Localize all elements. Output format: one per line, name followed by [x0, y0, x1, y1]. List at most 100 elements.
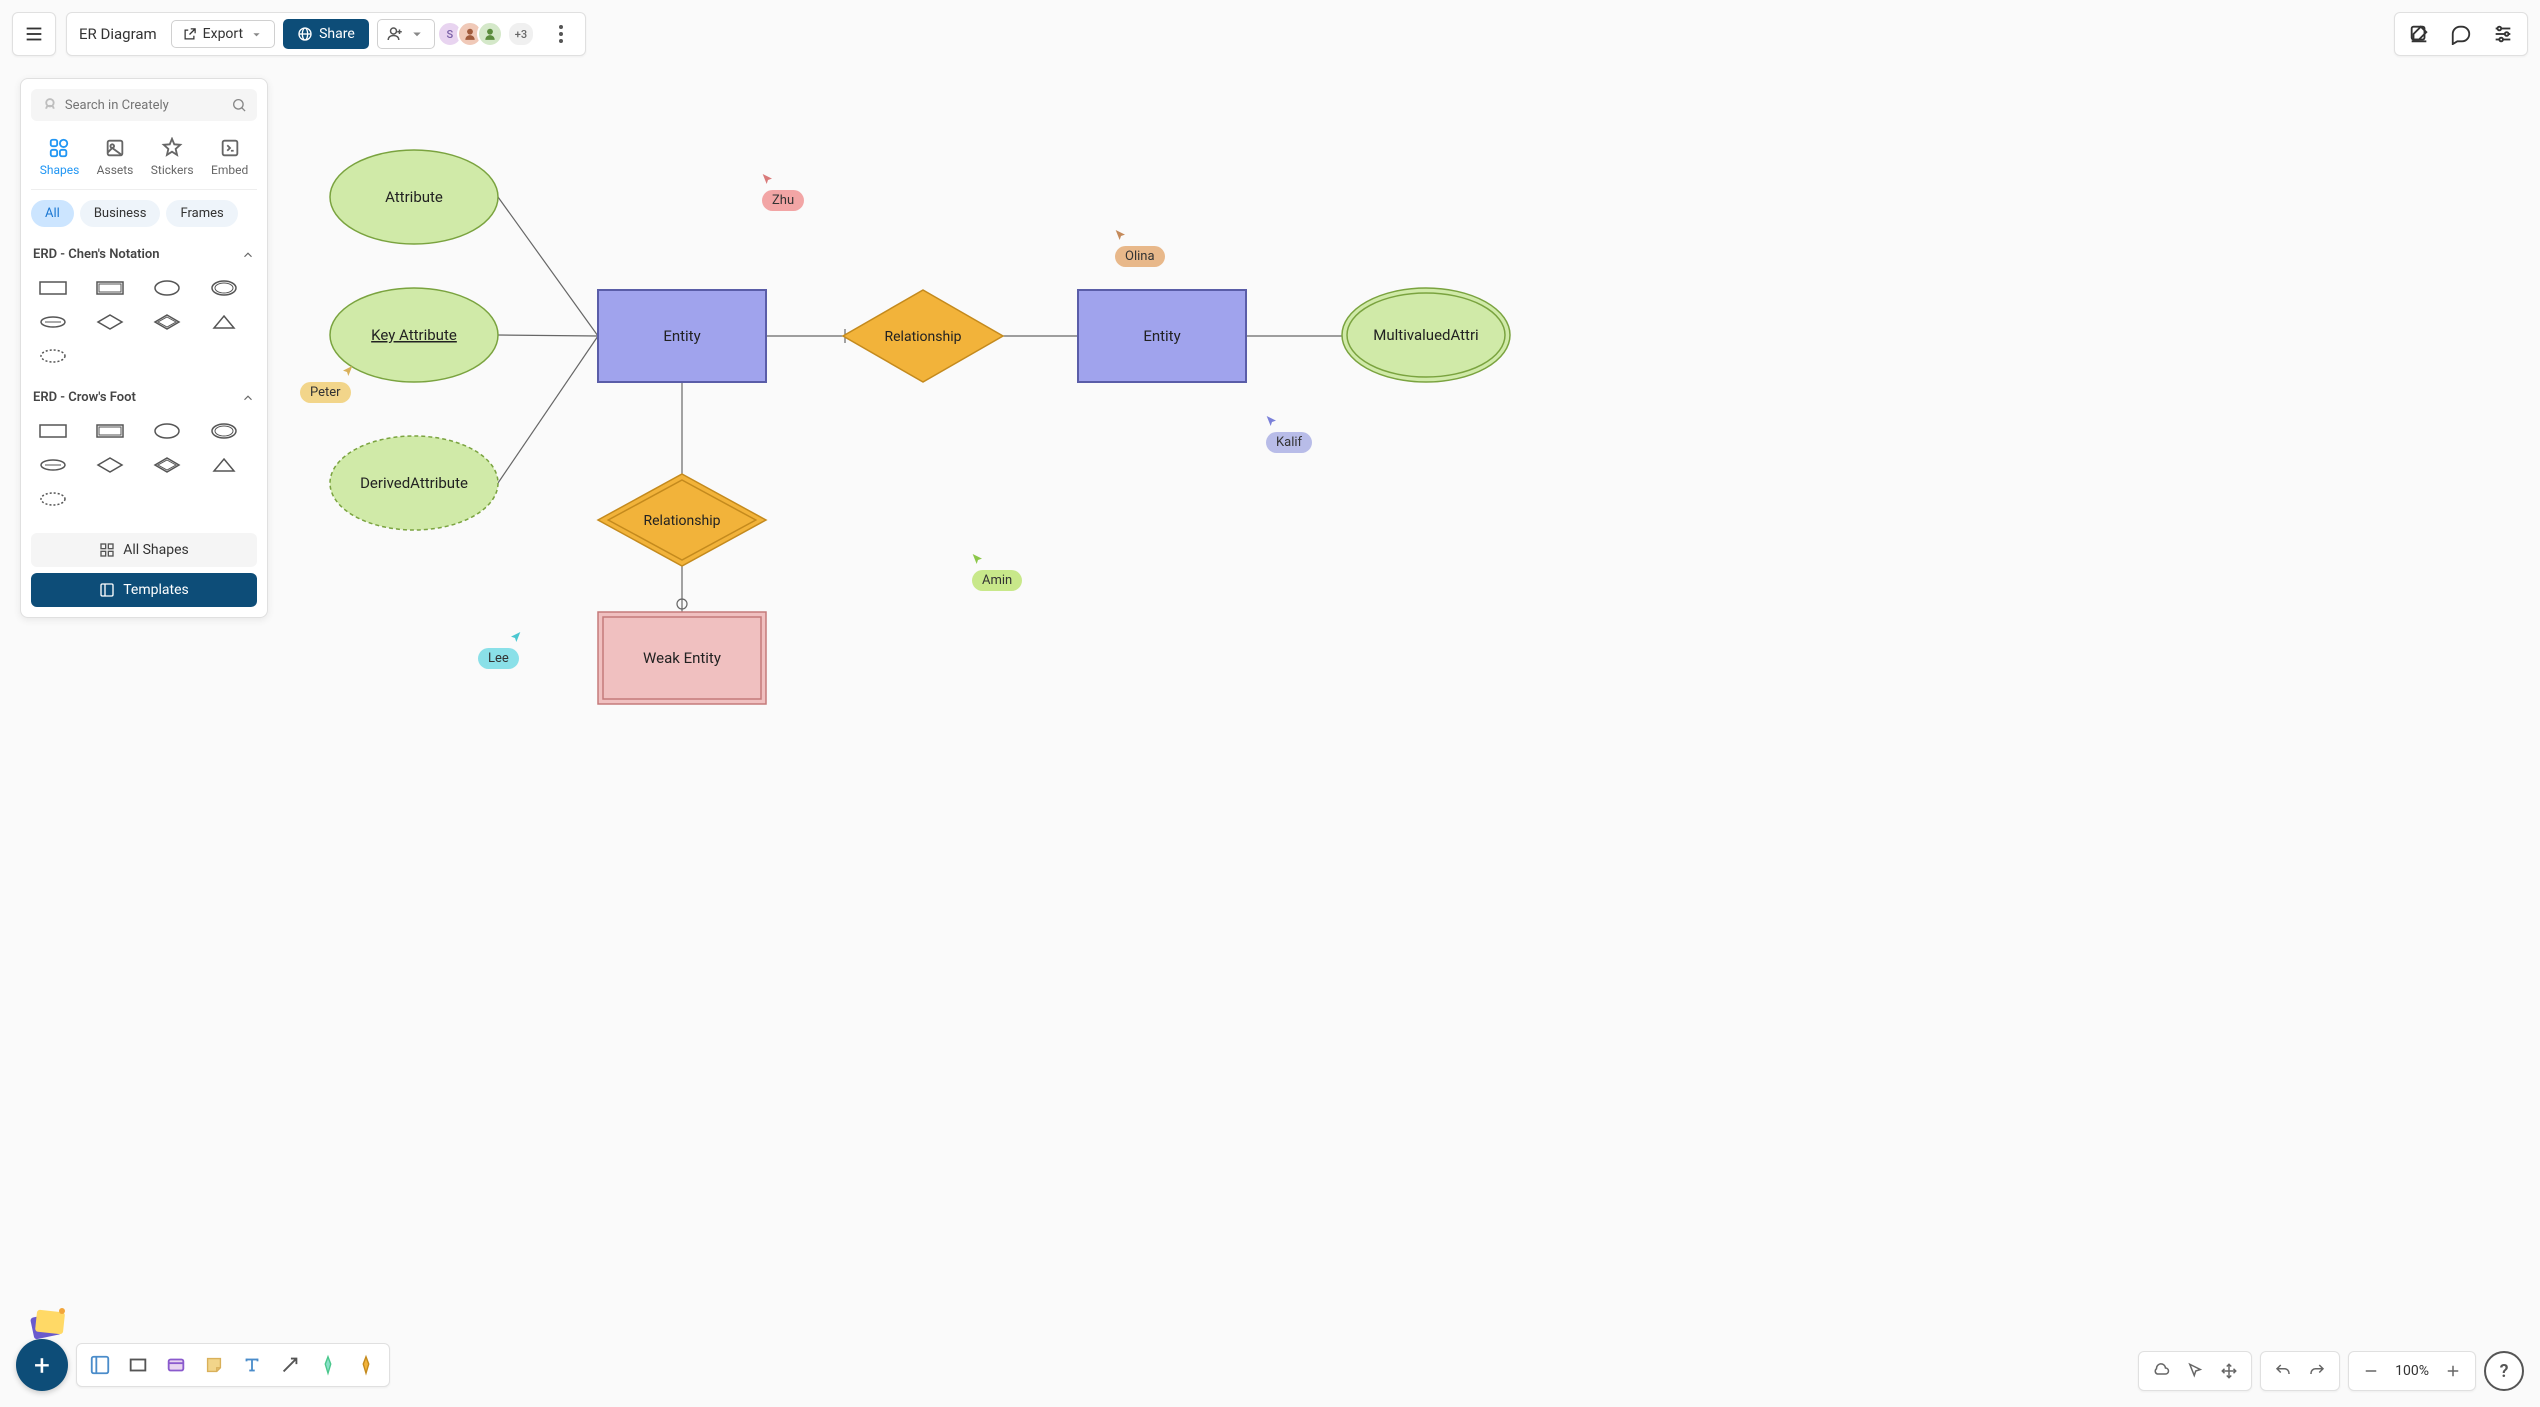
document-title[interactable]: ER Diagram [79, 25, 163, 43]
shape-item[interactable] [92, 310, 128, 334]
add-button[interactable]: + [16, 1339, 68, 1391]
sidebar-tab-shapes[interactable]: Shapes [36, 133, 84, 181]
pencil-square-icon [2408, 23, 2430, 45]
collaborator-avatars[interactable]: S+3 [443, 21, 535, 47]
shape-item[interactable] [35, 276, 71, 300]
document-bar: ER Diagram Export Share S+3 [66, 12, 586, 56]
cursor-label: Kalif [1266, 432, 1312, 453]
invite-button[interactable] [377, 19, 435, 49]
search-input[interactable] [65, 98, 231, 113]
cloud-icon [2152, 1362, 2170, 1380]
shape-item[interactable] [35, 453, 71, 477]
section-header[interactable]: ERD - Crow's Foot [31, 384, 257, 411]
svg-text:Relationship: Relationship [644, 513, 721, 529]
shape-item[interactable] [149, 419, 185, 443]
sticky-note-tool-button[interactable] [197, 1348, 231, 1382]
redo-button[interactable] [2303, 1357, 2331, 1385]
shape-item[interactable] [92, 453, 128, 477]
section-header[interactable]: ERD - Chen's Notation [31, 241, 257, 268]
sidebar-tab-stickers[interactable]: Stickers [147, 133, 198, 181]
shape-item[interactable] [206, 453, 242, 477]
frame-tool-button[interactable] [83, 1348, 117, 1382]
pen-tool-button[interactable] [311, 1348, 345, 1382]
chevron-up-icon [241, 391, 255, 405]
shape-item[interactable] [35, 487, 71, 511]
card-tool-button[interactable] [159, 1348, 193, 1382]
zoom-out-button[interactable] [2357, 1357, 2385, 1385]
pan-mode-button[interactable] [2215, 1357, 2243, 1385]
comments-button[interactable] [2445, 18, 2477, 50]
template-icon [99, 582, 115, 598]
shape-item[interactable] [149, 276, 185, 300]
shape-item[interactable] [35, 310, 71, 334]
avatar-more[interactable]: +3 [507, 21, 535, 47]
frame-icon [89, 1354, 111, 1376]
shape-item[interactable] [92, 276, 128, 300]
all-shapes-button[interactable]: All Shapes [31, 533, 257, 567]
export-button[interactable]: Export [171, 20, 275, 48]
share-button[interactable]: Share [283, 19, 369, 49]
globe-icon [297, 26, 313, 42]
collaborator-cursor: Kalif [1266, 414, 1312, 453]
redo-icon [2308, 1362, 2326, 1380]
logo-icon [41, 95, 59, 115]
more-options-button[interactable] [549, 22, 573, 46]
cursor-arrow-icon [1264, 414, 1280, 430]
avatar[interactable] [477, 21, 503, 47]
rectangle-tool-button[interactable] [121, 1348, 155, 1382]
templates-button[interactable]: Templates [31, 573, 257, 607]
zoom-level[interactable]: 100% [2391, 1363, 2433, 1379]
rectangle-icon [127, 1354, 149, 1376]
hamburger-menu-button[interactable] [12, 12, 56, 56]
filter-chips: AllBusinessFrames [31, 200, 257, 227]
filter-chip-frames[interactable]: Frames [166, 200, 237, 227]
search-box[interactable] [31, 89, 257, 121]
filter-chip-all[interactable]: All [31, 200, 74, 227]
chevron-down-icon [408, 25, 426, 43]
undo-button[interactable] [2269, 1357, 2297, 1385]
highlighter-tool-button[interactable] [349, 1348, 383, 1382]
collaborator-cursor: Olina [1115, 228, 1165, 267]
collaborator-cursor: Amin [972, 552, 1022, 591]
shape-item[interactable] [149, 310, 185, 334]
cursor-label: Olina [1115, 246, 1165, 267]
plus-icon [2444, 1362, 2462, 1380]
filter-chip-business[interactable]: Business [80, 200, 161, 227]
cursor-arrow-icon [970, 552, 986, 568]
arrow-tool-button[interactable] [273, 1348, 307, 1382]
cloud-status-bar [2138, 1351, 2252, 1391]
shape-item[interactable] [206, 310, 242, 334]
text-tool-button[interactable] [235, 1348, 269, 1382]
help-button[interactable]: ? [2484, 1351, 2524, 1391]
shape-item[interactable] [206, 419, 242, 443]
cloud-sync-button[interactable] [2147, 1357, 2175, 1385]
grid-icon [99, 542, 115, 558]
highlighter-icon [355, 1354, 377, 1376]
edit-button[interactable] [2403, 18, 2435, 50]
stack-decoration-icon [26, 1305, 70, 1345]
cursor-mode-button[interactable] [2181, 1357, 2209, 1385]
cursor-arrow-icon [760, 172, 776, 188]
cursor-label: Peter [300, 382, 351, 403]
chevron-up-icon [241, 248, 255, 262]
undo-icon [2274, 1362, 2292, 1380]
zoom-in-button[interactable] [2439, 1357, 2467, 1385]
chevron-down-icon [249, 27, 264, 42]
sticky-note-icon [203, 1354, 225, 1376]
shape-item[interactable] [35, 419, 71, 443]
cursor-label: Amin [972, 570, 1022, 591]
shape-item[interactable] [35, 344, 71, 368]
svg-text:Entity: Entity [1143, 327, 1180, 345]
shape-item[interactable] [206, 276, 242, 300]
svg-text:Relationship: Relationship [885, 329, 962, 345]
settings-button[interactable] [2487, 18, 2519, 50]
search-icon [231, 96, 247, 114]
sliders-icon [2492, 23, 2514, 45]
shape-item[interactable] [92, 419, 128, 443]
sidebar-tab-embed[interactable]: Embed [207, 133, 252, 181]
collaborator-cursor: Zhu [762, 172, 804, 211]
sidebar-tab-assets[interactable]: Assets [93, 133, 138, 181]
templates-label: Templates [123, 582, 189, 598]
svg-text:Key Attribute: Key Attribute [371, 326, 457, 344]
shape-item[interactable] [149, 453, 185, 477]
